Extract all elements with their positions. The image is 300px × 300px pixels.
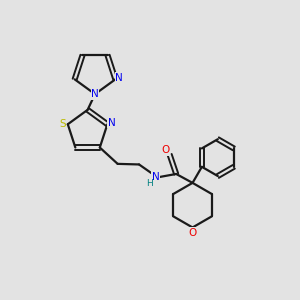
Text: N: N xyxy=(116,73,123,83)
Text: N: N xyxy=(91,89,99,99)
Text: N: N xyxy=(108,118,116,128)
Text: S: S xyxy=(59,119,66,129)
Text: O: O xyxy=(188,228,197,238)
Text: H: H xyxy=(146,179,153,188)
Text: N: N xyxy=(152,172,159,182)
Text: O: O xyxy=(161,145,169,155)
